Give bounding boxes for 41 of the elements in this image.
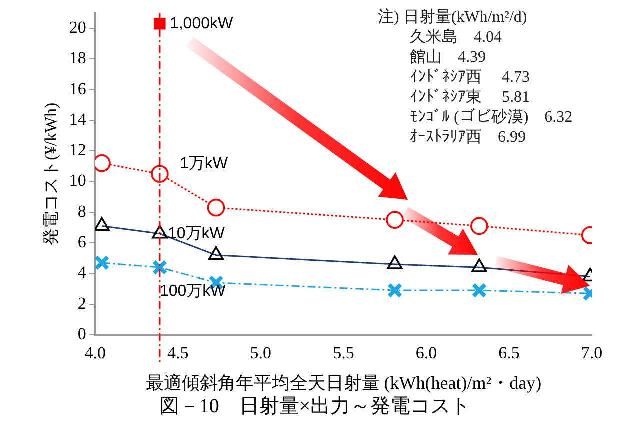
series-label: 100万kW (160, 282, 227, 300)
annotation: 久米島 4.04 (410, 28, 503, 48)
x-tick-label: 6.5 (498, 344, 520, 363)
y-tick-label: 20 (69, 18, 86, 37)
point (152, 260, 168, 276)
annotation: 館山 4.39 (410, 48, 487, 68)
annotation: ﾓﾝｺﾞﾙ (ゴビ砂漠) 6.32 (410, 108, 573, 128)
x-tick-label: 5.5 (333, 344, 354, 363)
point (472, 282, 488, 298)
point (387, 282, 403, 298)
x-tick-label: 5.0 (250, 344, 272, 363)
annotation: 注) 日射量(kWh/m²/d) (378, 8, 528, 28)
series-label: 10万kW (168, 225, 226, 242)
y-tick-label: 4 (78, 263, 87, 282)
series-label: 1万kW (180, 156, 229, 173)
y-tick-label: 14 (69, 110, 87, 129)
point (95, 255, 110, 271)
series-label: 1,000kW (170, 15, 234, 32)
point (151, 165, 169, 183)
x-tick-label: 4.0 (84, 344, 106, 363)
point (154, 18, 166, 30)
y-tick-label: 12 (69, 140, 86, 160)
x-tick-label: 6.0 (416, 344, 438, 363)
y-tick-label: 6 (78, 232, 86, 252)
x-tick-label: 4.5 (168, 344, 189, 363)
text: 図－10 日射量×出力～発電コスト (159, 395, 471, 418)
y-tick-label: 0 (78, 324, 86, 344)
y-tick-label: 8 (78, 202, 86, 221)
point (470, 217, 488, 236)
x-tick-label: 7.0 (581, 344, 603, 363)
annotation: ｲﾝﾄﾞﾈｼｱ東 5.81 (410, 88, 531, 108)
x-axis-title: 最適傾斜角年平均全天日射量 (kWh(heat)/m²・day) (146, 372, 542, 393)
y-tick-label: 2 (78, 294, 86, 313)
point (386, 211, 404, 229)
y-axis-title: 発電コスト(¥/kWh) (42, 102, 61, 246)
y-tick-label: 18 (69, 48, 86, 68)
annotation: ｵｰｽﾄﾗﾘｱ西 6.99 (410, 128, 527, 148)
point (207, 198, 226, 217)
y-tick-label: 10 (69, 171, 86, 190)
y-tick-label: 16 (69, 79, 86, 98)
annotation: ｲﾝﾄﾞﾈｼｱ西 4.73 (410, 68, 531, 88)
